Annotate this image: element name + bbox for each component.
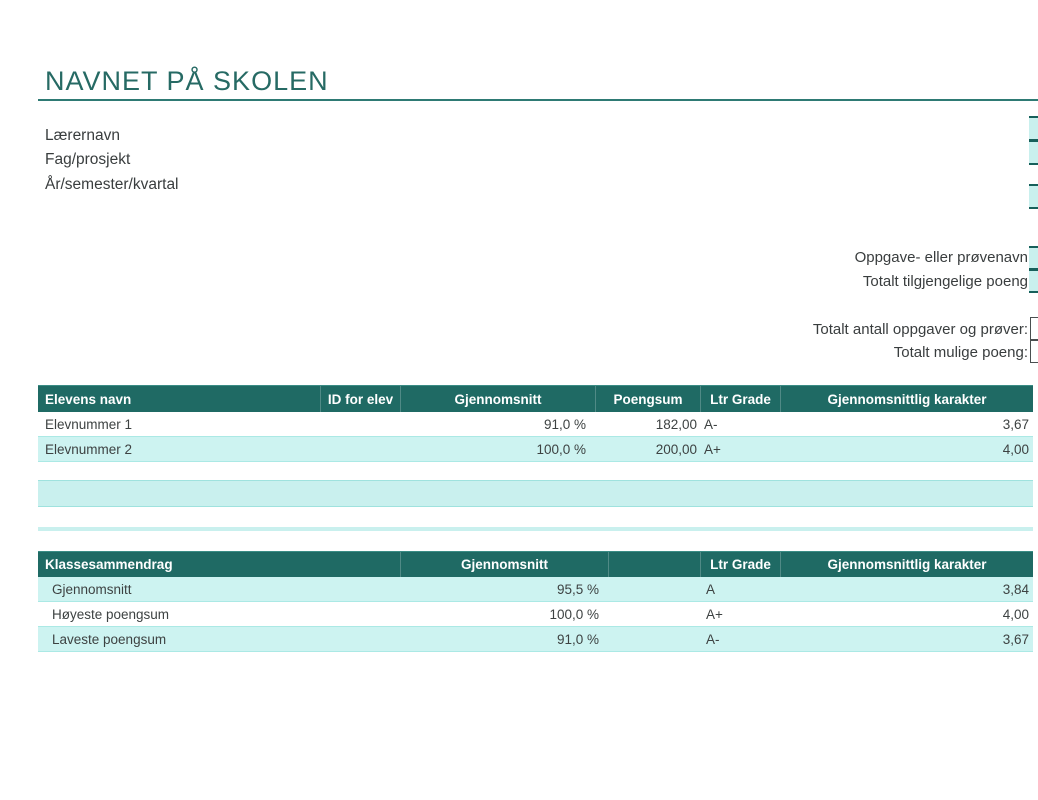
student-letter-grade-cell[interactable]: A-	[704, 416, 718, 432]
summary-table-header: Klassesammendrag Gjennomsnitt Ltr Grade …	[38, 551, 1033, 577]
row-divider	[38, 527, 1033, 531]
summary-label-cell[interactable]: Gjennomsnitt	[52, 581, 132, 597]
class-summary-table: Klassesammendrag Gjennomsnitt Ltr Grade …	[38, 551, 1033, 652]
header-spacer	[608, 552, 700, 577]
summary-average-cell[interactable]: 100,0 %	[549, 606, 599, 622]
summary-letter-grade-cell[interactable]: A+	[706, 606, 723, 622]
year-semester-label: År/semester/kvartal	[45, 176, 179, 193]
summary-label-cell[interactable]: Laveste poengsum	[52, 631, 167, 647]
empty-student-row[interactable]	[38, 462, 1033, 480]
subject-project-label: Fag/prosjekt	[45, 151, 131, 168]
student-row[interactable]: Elevnummer 1 91,0 % 182,00 A- 3,67	[38, 412, 1033, 437]
student-average-cell[interactable]: 91,0 %	[543, 416, 586, 432]
available-points-label: Totalt tilgjengelige poeng	[862, 273, 1028, 290]
teacher-name-input-cell[interactable]	[1029, 116, 1038, 141]
header-average: Gjennomsnitt	[400, 552, 608, 577]
header-class-summary: Klassesammendrag	[45, 557, 173, 572]
summary-row[interactable]: Laveste poengsum 91,0 % A- 3,67	[38, 627, 1033, 652]
assignment-name-label: Oppgave- eller prøvenavn	[854, 249, 1028, 266]
assignment-name-input-cell[interactable]	[1029, 246, 1038, 270]
header-letter-grade: Ltr Grade	[700, 386, 780, 412]
possible-points-input-cell[interactable]	[1030, 340, 1038, 363]
header-student-id: ID for elev	[320, 386, 400, 412]
page-title: NAVNET PÅ SKOLEN	[45, 66, 329, 96]
header-average: Gjennomsnitt	[400, 386, 595, 412]
student-points-cell[interactable]: 200,00	[655, 441, 697, 457]
student-name-cell[interactable]: Elevnummer 1	[45, 416, 133, 432]
student-average-grade-cell[interactable]: 3,67	[1002, 416, 1029, 432]
student-average-grade-cell[interactable]: 4,00	[1002, 441, 1029, 457]
empty-student-row[interactable]	[38, 480, 1033, 507]
summary-letter-grade-cell[interactable]: A-	[706, 631, 720, 647]
student-average-cell[interactable]: 100,0 %	[536, 441, 586, 457]
student-letter-grade-cell[interactable]: A+	[704, 441, 721, 457]
student-name-cell[interactable]: Elevnummer 2	[45, 441, 133, 457]
summary-row[interactable]: Gjennomsnitt 95,5 % A 3,84	[38, 577, 1033, 602]
summary-average-cell[interactable]: 91,0 %	[556, 631, 599, 647]
summary-spacer-cell	[608, 577, 700, 601]
header-points-sum: Poengsum	[595, 386, 700, 412]
possible-points-label: Totalt mulige poeng:	[893, 344, 1028, 361]
header-average-grade: Gjennomsnittlig karakter	[780, 552, 1033, 577]
total-assignments-input-cell[interactable]	[1030, 317, 1038, 340]
student-row[interactable]: Elevnummer 2 100,0 % 200,00 A+ 4,00	[38, 437, 1033, 462]
summary-average-cell[interactable]: 95,5 %	[556, 581, 599, 597]
title-underline	[38, 99, 1038, 101]
year-semester-input-cell[interactable]	[1029, 184, 1038, 209]
subject-project-input-cell[interactable]	[1029, 140, 1038, 165]
student-points-cell[interactable]: 182,00	[655, 416, 697, 432]
summary-letter-grade-cell[interactable]: A	[706, 581, 716, 597]
students-table: Elevens navn ID for elev Gjennomsnitt Po…	[38, 385, 1033, 462]
total-assignments-label: Totalt antall oppgaver og prøver:	[812, 321, 1028, 338]
summary-average-grade-cell[interactable]: 4,00	[1002, 606, 1029, 622]
summary-row[interactable]: Høyeste poengsum 100,0 % A+ 4,00	[38, 602, 1033, 627]
summary-average-grade-cell[interactable]: 3,84	[1002, 581, 1029, 597]
teacher-name-label: Lærernavn	[45, 127, 120, 144]
summary-average-grade-cell[interactable]: 3,67	[1002, 631, 1029, 647]
header-student-name: Elevens navn	[45, 391, 132, 407]
available-points-input-cell[interactable]	[1029, 269, 1038, 293]
student-id-cell[interactable]	[320, 412, 400, 436]
students-table-header: Elevens navn ID for elev Gjennomsnitt Po…	[38, 385, 1033, 412]
summary-label-cell[interactable]: Høyeste poengsum	[52, 606, 170, 622]
summary-spacer-cell	[608, 602, 700, 626]
header-letter-grade: Ltr Grade	[700, 552, 780, 577]
student-id-cell[interactable]	[320, 437, 400, 461]
summary-spacer-cell	[608, 627, 700, 651]
header-average-grade: Gjennomsnittlig karakter	[780, 386, 1033, 412]
